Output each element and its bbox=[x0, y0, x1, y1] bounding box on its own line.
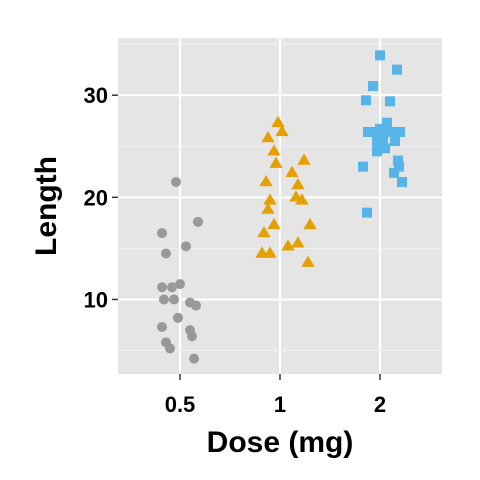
data-point-circle bbox=[189, 353, 199, 364]
data-point-circle bbox=[173, 312, 183, 323]
data-point-triangle bbox=[259, 175, 273, 187]
data-point-square bbox=[368, 81, 378, 91]
data-point-square bbox=[372, 136, 382, 147]
data-point-triangle bbox=[269, 156, 283, 168]
data-point-triangle bbox=[281, 239, 295, 251]
y-axis-title: Length bbox=[30, 156, 63, 256]
x-tick-label: 2 bbox=[374, 392, 386, 417]
data-point-square bbox=[372, 146, 382, 157]
data-point-triangle bbox=[263, 193, 277, 205]
data-point-triangle bbox=[303, 217, 317, 230]
data-point-circle bbox=[193, 216, 203, 227]
data-point-circle bbox=[175, 279, 185, 290]
data-point-square bbox=[390, 136, 400, 147]
data-point-triangle bbox=[271, 115, 285, 127]
data-point-square bbox=[397, 177, 407, 187]
data-point-triangle bbox=[301, 255, 315, 267]
data-point-square bbox=[379, 126, 389, 137]
major-gridlines bbox=[118, 38, 442, 374]
data-point-square bbox=[392, 64, 402, 75]
data-point-square bbox=[363, 126, 373, 137]
data-point-triangle bbox=[261, 202, 275, 214]
data-point-circle bbox=[191, 300, 201, 311]
data-point-triangle bbox=[263, 246, 277, 258]
data-point-triangle bbox=[285, 165, 299, 178]
y-tick-label: 30 bbox=[84, 83, 108, 108]
data-point-square bbox=[389, 167, 399, 178]
y-tick-label: 10 bbox=[84, 287, 108, 312]
data-point-circle bbox=[181, 241, 191, 252]
data-point-triangle bbox=[275, 124, 289, 137]
data-point-circle bbox=[157, 282, 167, 293]
data-point-triangle bbox=[257, 226, 271, 238]
data-point-circle bbox=[159, 294, 169, 305]
x-axis-title: Dose (mg) bbox=[207, 426, 354, 459]
y-axis: 10 20 30 bbox=[84, 83, 118, 312]
data-point-square bbox=[362, 207, 372, 218]
x-axis: 0.5 1 2 bbox=[165, 374, 386, 417]
data-point-square bbox=[378, 136, 388, 147]
data-point-circle bbox=[167, 282, 177, 293]
data-point-square bbox=[382, 117, 392, 128]
data-point-circle bbox=[161, 248, 171, 259]
data-point-circle bbox=[157, 228, 167, 239]
data-point-triangle bbox=[297, 153, 311, 165]
data-point-square bbox=[393, 155, 403, 166]
data-point-circle bbox=[171, 177, 181, 187]
data-point-circle bbox=[169, 294, 179, 305]
data-point-circle bbox=[165, 343, 175, 354]
x-tick-label: 1 bbox=[274, 392, 286, 417]
data-points bbox=[157, 50, 407, 364]
data-point-square bbox=[394, 161, 404, 172]
data-point-triangle bbox=[267, 144, 281, 156]
data-point-square bbox=[361, 95, 371, 106]
y-tick-label: 20 bbox=[84, 185, 108, 210]
data-point-triangle bbox=[291, 236, 305, 248]
data-point-square bbox=[375, 50, 385, 61]
data-point-square bbox=[385, 96, 395, 107]
x-tick-label: 0.5 bbox=[165, 392, 196, 417]
data-point-square bbox=[395, 126, 405, 137]
data-point-triangle bbox=[267, 217, 281, 230]
data-point-square bbox=[358, 161, 368, 172]
data-point-circle bbox=[187, 331, 197, 342]
data-point-triangle bbox=[261, 131, 275, 143]
data-point-square bbox=[380, 143, 390, 154]
data-point-triangle bbox=[291, 178, 305, 190]
data-point-triangle bbox=[295, 193, 309, 205]
data-point-circle bbox=[157, 322, 167, 333]
data-point-square bbox=[387, 126, 397, 137]
